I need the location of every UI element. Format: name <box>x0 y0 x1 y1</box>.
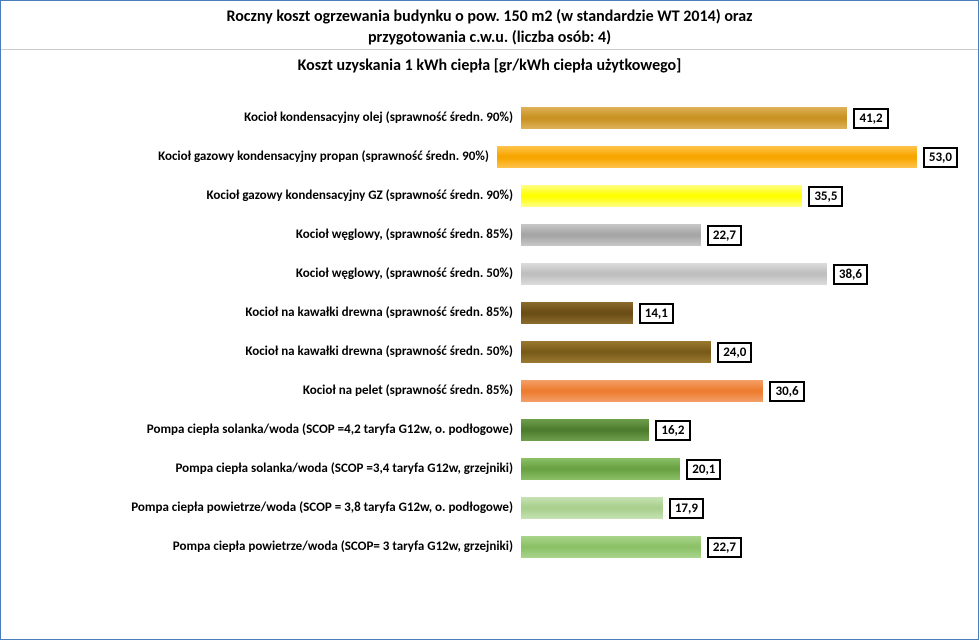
chart-row: Kocioł węglowy, (sprawność średn. 50%) 38… <box>21 255 958 294</box>
bar-cell: 16,2 <box>521 411 958 450</box>
chart-title: Koszt uzyskania 1 kWh ciepła [gr/kWh cie… <box>21 56 958 75</box>
chart-row: Pompa ciepła powietrze/woda (SCOP= 3 tar… <box>21 528 958 567</box>
bar-cell: 38,6 <box>521 255 958 294</box>
bar <box>521 263 827 285</box>
bar-label: Kocioł na kawałki drewna (sprawność śred… <box>21 306 521 321</box>
bar-value: 22,7 <box>707 537 742 558</box>
bar-value: 22,7 <box>707 225 742 246</box>
chart-rows: Kocioł kondensacyjny olej (sprawność śre… <box>21 99 958 567</box>
bar-label: Kocioł gazowy kondensacyjny propan (spra… <box>21 150 497 165</box>
bar-value: 35,5 <box>808 186 843 207</box>
bar-label: Pompa ciepła powietrze/woda (SCOP = 3,8 … <box>21 501 521 516</box>
bar-cell: 22,7 <box>521 216 958 255</box>
bar-value: 41,2 <box>853 108 888 129</box>
bar <box>521 380 763 402</box>
header-title-line2: przygotowania c.w.u. (liczba osób: 4) <box>11 28 968 49</box>
chart-row: Pompa ciepła powietrze/woda (SCOP = 3,8 … <box>21 489 958 528</box>
bar <box>521 302 633 324</box>
bar <box>521 458 680 480</box>
bar <box>497 146 917 168</box>
bar-label: Kocioł na kawałki drewna (sprawność śred… <box>21 345 521 360</box>
bar-cell: 53,0 <box>497 138 958 177</box>
bar <box>521 185 802 207</box>
chart-row: Kocioł gazowy kondensacyjny GZ (sprawnoś… <box>21 177 958 216</box>
chart-row: Kocioł na kawałki drewna (sprawność śred… <box>21 294 958 333</box>
chart-row: Kocioł węglowy, (sprawność średn. 85%) 22… <box>21 216 958 255</box>
bar-label: Kocioł gazowy kondensacyjny GZ (sprawnoś… <box>21 189 521 204</box>
bar-value: 14,1 <box>639 303 674 324</box>
bar-cell: 22,7 <box>521 528 958 567</box>
bar-label: Pompa ciepła solanka/woda (SCOP =4,2 tar… <box>21 423 521 438</box>
chart-row: Kocioł kondensacyjny olej (sprawność śre… <box>21 99 958 138</box>
chart-area: Koszt uzyskania 1 kWh ciepła [gr/kWh cie… <box>1 50 978 567</box>
bar-cell: 35,5 <box>521 177 958 216</box>
bar-cell: 17,9 <box>521 489 958 528</box>
bar-cell: 41,2 <box>521 99 958 138</box>
chart-row: Kocioł na pelet (sprawność średn. 85%) 30… <box>21 372 958 411</box>
chart-row: Pompa ciepła solanka/woda (SCOP =3,4 tar… <box>21 450 958 489</box>
bar <box>521 341 711 363</box>
bar-label: Pompa ciepła solanka/woda (SCOP =3,4 tar… <box>21 462 521 477</box>
bar-cell: 30,6 <box>521 372 958 411</box>
bar-label: Pompa ciepła powietrze/woda (SCOP= 3 tar… <box>21 540 521 555</box>
bar-cell: 14,1 <box>521 294 958 333</box>
bar-value: 30,6 <box>769 381 804 402</box>
chart-row: Pompa ciepła solanka/woda (SCOP =4,2 tar… <box>21 411 958 450</box>
bar-value: 38,6 <box>833 264 868 285</box>
chart-row: Kocioł gazowy kondensacyjny propan (spra… <box>21 138 958 177</box>
bar-value: 16,2 <box>655 420 690 441</box>
bar-cell: 24,0 <box>521 333 958 372</box>
bar-label: Kocioł węglowy, (sprawność średn. 50%) <box>21 267 521 282</box>
bar-cell: 20,1 <box>521 450 958 489</box>
bar <box>521 497 663 519</box>
bar <box>521 419 649 441</box>
bar-label: Kocioł na pelet (sprawność średn. 85%) <box>21 384 521 399</box>
bar-value: 17,9 <box>669 498 704 519</box>
bar <box>521 536 701 558</box>
header-title-line1: Roczny koszt ogrzewania budynku o pow. 1… <box>11 7 968 28</box>
bar-value: 53,0 <box>923 147 958 168</box>
bar <box>521 224 701 246</box>
bar <box>521 107 847 129</box>
bar-value: 24,0 <box>717 342 752 363</box>
page-header: Roczny koszt ogrzewania budynku o pow. 1… <box>1 1 978 50</box>
chart-row: Kocioł na kawałki drewna (sprawność śred… <box>21 333 958 372</box>
bar-value: 20,1 <box>686 459 721 480</box>
bar-label: Kocioł kondensacyjny olej (sprawność śre… <box>21 111 521 126</box>
bar-label: Kocioł węglowy, (sprawność średn. 85%) <box>21 228 521 243</box>
